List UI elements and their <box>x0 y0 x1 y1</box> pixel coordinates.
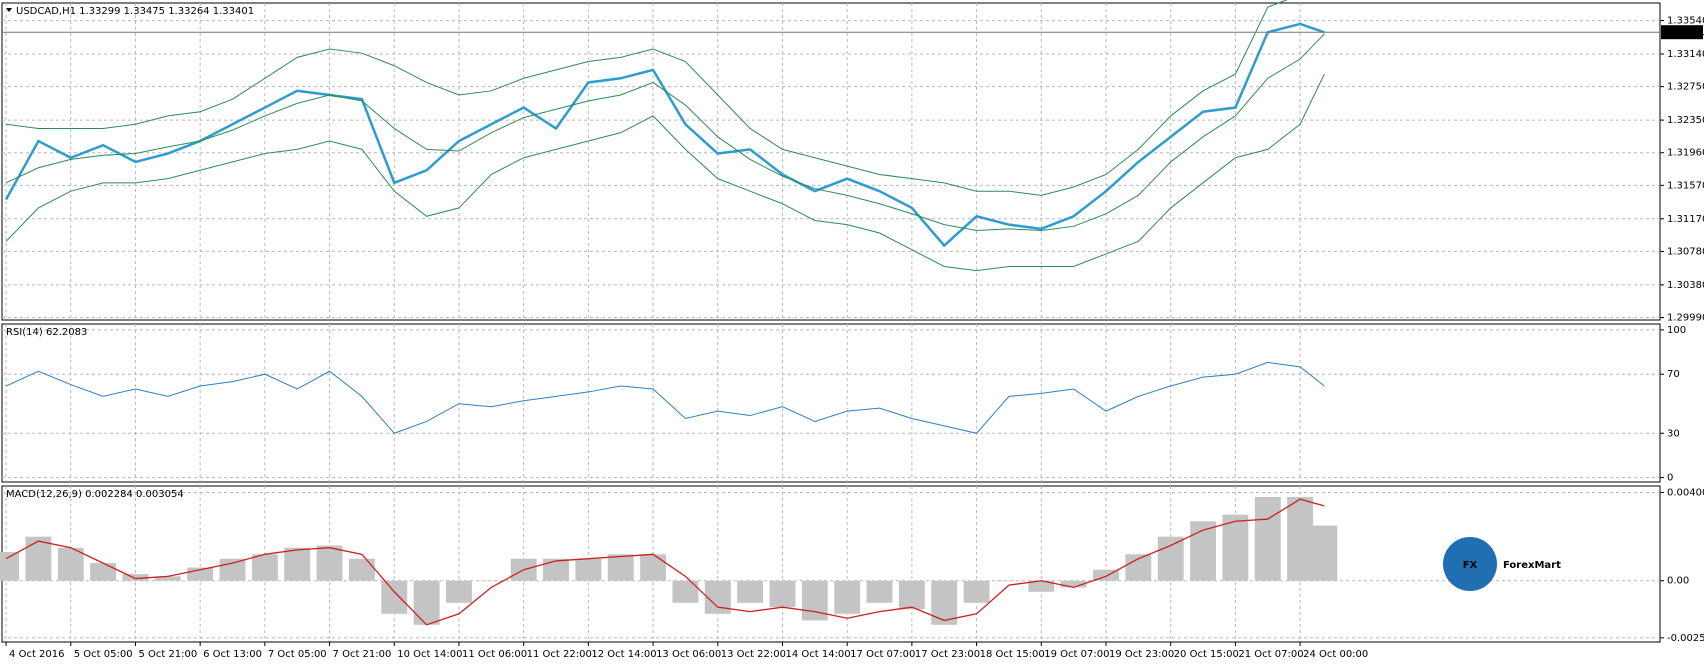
histogram-bar <box>737 580 764 603</box>
y-tick-label: 1.32750 <box>1667 82 1704 93</box>
x-tick-label: 14 Oct 14:00 <box>785 649 850 660</box>
logo-circle <box>1443 537 1497 591</box>
histogram-bar <box>284 547 311 581</box>
histogram-bar <box>1157 536 1184 581</box>
histogram-bar <box>640 554 667 581</box>
histogram-bar <box>1028 580 1055 592</box>
x-tick-label: 11 Oct 22:00 <box>527 649 592 660</box>
histogram-bar <box>1060 580 1087 588</box>
histogram-bar <box>25 536 52 581</box>
panel-title: USDCAD,H1 1.33299 1.33475 1.33264 1.3340… <box>16 6 254 17</box>
current-price-box <box>1661 25 1703 40</box>
y-tick-label: 1.31960 <box>1667 148 1704 159</box>
x-tick-label: 20 Oct 15:00 <box>1174 649 1239 660</box>
histogram-bar <box>1190 521 1216 581</box>
histogram-bar <box>995 580 1022 582</box>
y-tick-label: 1.29990 <box>1667 312 1704 323</box>
y-tick-label: 30 <box>1667 428 1680 439</box>
x-tick-label: 19 Oct 23:00 <box>1109 649 1174 660</box>
logo-text: ForexMart <box>1503 560 1561 571</box>
y-tick-label: 1.31570 <box>1667 180 1704 191</box>
x-tick-label: 13 Oct 06:00 <box>656 649 721 660</box>
histogram-bar <box>769 580 796 608</box>
histogram-bar <box>1254 497 1281 581</box>
x-tick-label: 5 Oct 21:00 <box>138 649 197 660</box>
x-tick-label: 17 Oct 23:00 <box>915 649 980 660</box>
panel-title: RSI(14) 62.2083 <box>6 327 87 338</box>
y-tick-label: 1.30380 <box>1667 280 1704 291</box>
y-tick-label: 0.004006 <box>1667 487 1704 498</box>
histogram-bar <box>413 580 440 625</box>
y-tick-label: 70 <box>1667 369 1680 380</box>
histogram-bar <box>866 580 893 603</box>
y-tick-label: 1.33140 <box>1667 49 1704 60</box>
series-line <box>5 361 1325 434</box>
current-price-label: 1.33401 <box>1664 27 1704 38</box>
logo-mark: FX <box>1463 560 1478 571</box>
histogram-bar <box>607 554 634 581</box>
histogram-bar <box>154 576 181 581</box>
x-tick-label: 7 Oct 05:00 <box>268 649 327 660</box>
x-tick-label: 5 Oct 05:00 <box>74 649 133 660</box>
histogram-bar <box>316 545 343 581</box>
histogram-bar <box>0 552 19 581</box>
panel-frame <box>1 2 1661 321</box>
panel-frame <box>1 323 1661 483</box>
series-line <box>5 498 1325 626</box>
x-tick-label: 6 Oct 13:00 <box>203 649 262 660</box>
histogram-bar <box>1093 569 1119 581</box>
histogram-bar <box>90 563 117 581</box>
histogram-bar <box>543 558 569 581</box>
x-tick-label: 10 Oct 14:00 <box>397 649 462 660</box>
histogram-bar <box>251 554 278 581</box>
x-tick-label: 12 Oct 14:00 <box>591 649 656 660</box>
y-tick-label: 1.31170 <box>1667 214 1704 225</box>
y-tick-label: 1.32350 <box>1667 115 1704 126</box>
y-tick-label: 1.33540 <box>1667 16 1704 27</box>
histogram-bar <box>898 580 925 610</box>
x-tick-label: 4 Oct 2016 <box>9 649 64 660</box>
x-tick-label: 19 Oct 07:00 <box>1044 649 1109 660</box>
histogram-bar <box>57 547 84 581</box>
histogram-bar <box>348 558 375 581</box>
histogram-bar <box>1287 497 1314 581</box>
series-line <box>4 22 1325 248</box>
histogram-bar <box>834 580 861 614</box>
y-tick-label: -0.002591 <box>1667 633 1704 644</box>
histogram-bar <box>122 574 149 581</box>
series-line <box>5 33 1325 232</box>
x-tick-label: 13 Oct 22:00 <box>721 649 786 660</box>
x-tick-label: 17 Oct 07:00 <box>850 649 915 660</box>
x-tick-label: 7 Oct 21:00 <box>333 649 392 660</box>
histogram-bar <box>381 580 408 614</box>
menu-arrow <box>6 8 12 12</box>
y-tick-label: 1.30780 <box>1667 246 1704 257</box>
x-tick-label: 21 Oct 07:00 <box>1238 649 1303 660</box>
histogram-bar <box>963 580 990 603</box>
series-line <box>5 73 1325 272</box>
histogram-bar <box>672 580 699 603</box>
y-tick-label: 0 <box>1667 473 1673 484</box>
histogram-bar <box>801 580 828 621</box>
histogram-bar <box>219 558 246 581</box>
y-tick-label: 100 <box>1667 325 1686 336</box>
x-tick-label: 11 Oct 06:00 <box>462 649 527 660</box>
histogram-bar <box>478 580 505 582</box>
histogram-bar <box>575 558 602 581</box>
y-tick-label: 0.00 <box>1667 576 1689 587</box>
x-tick-label: 24 Oct 00:00 <box>1303 649 1368 660</box>
x-tick-label: 18 Oct 15:00 <box>980 649 1045 660</box>
series-line <box>5 0 1288 196</box>
histogram-bar <box>1222 514 1249 581</box>
histogram-bar <box>446 580 472 603</box>
panel-title: MACD(12,26,9) 0.002284 0.003054 <box>6 489 184 500</box>
histogram-bar <box>1311 525 1338 581</box>
